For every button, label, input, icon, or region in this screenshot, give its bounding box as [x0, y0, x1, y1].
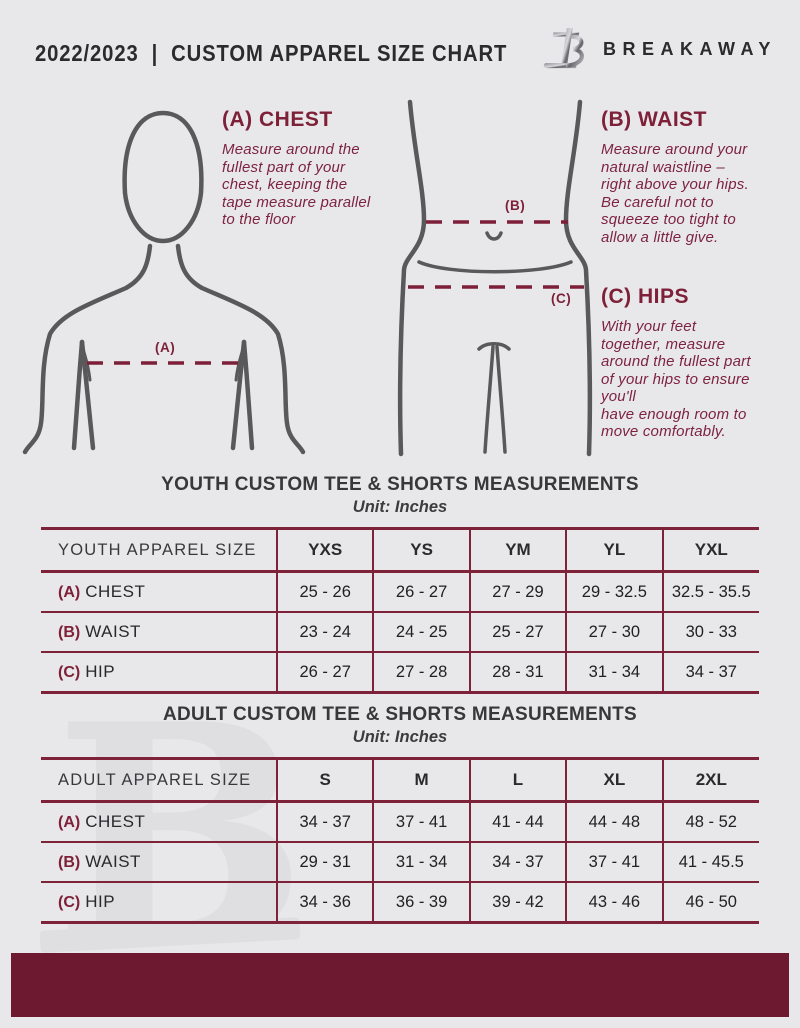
measurement-cell: 30 - 33: [661, 612, 759, 653]
youth-col-ym: YM: [468, 528, 567, 573]
youth-section-title: YOUTH CUSTOM TEE & SHORTS MEASUREMENTS: [161, 474, 639, 495]
chest-guide-heading: (A) CHEST: [222, 108, 333, 131]
row-label: (C) HIP: [41, 882, 277, 924]
waist-guide-heading: (B) WAIST: [601, 108, 707, 131]
adult-section-title: ADULT CUSTOM TEE & SHORTS MEASUREMENTS: [162, 704, 638, 725]
chest-marker-label: (A): [155, 340, 176, 355]
youth-col-yxs: YXS: [275, 528, 374, 573]
hips-guide-heading: (C) HIPS: [601, 285, 689, 308]
youth-col-yxl: YXL: [661, 528, 759, 573]
adult-col-2xl: 2XL: [661, 758, 759, 803]
measurement-cell: 28 - 31: [468, 652, 567, 694]
measurement-cell: 34 - 37: [661, 652, 759, 694]
measurement-cell: 23 - 24: [275, 612, 374, 653]
page-title: 2022/2023 | CUSTOM APPAREL SIZE CHART: [35, 40, 508, 66]
measurement-cell: 46 - 50: [661, 882, 759, 924]
table-row-adult-hip: (C) HIP 34 - 36 36 - 39 39 - 42 43 - 46 4…: [41, 882, 759, 924]
footer-bar: [11, 953, 789, 1017]
table-row-adult-chest: (A) CHEST 34 - 37 37 - 41 41 - 44 44 - 48…: [41, 801, 759, 843]
measurement-cell: 48 - 52: [661, 801, 759, 843]
row-name: CHEST: [85, 812, 146, 831]
measurement-cell: 27 - 29: [468, 571, 567, 613]
measurement-cell: 43 - 46: [565, 882, 663, 924]
measurement-cell: 41 - 45.5: [661, 842, 759, 883]
adult-size-label-header: ADULT APPAREL SIZE: [41, 758, 277, 803]
row-name: CHEST: [85, 582, 146, 601]
measurement-cell: 34 - 36: [275, 882, 374, 924]
adult-col-xl: XL: [565, 758, 663, 803]
waist-hips-figure-illustration: [397, 99, 593, 457]
table-row-youth-hip: (C) HIP 26 - 27 27 - 28 28 - 31 31 - 34 3…: [41, 652, 759, 694]
measurement-cell: 36 - 39: [372, 882, 470, 924]
row-key: (A): [58, 814, 81, 831]
table-row-youth-waist: (B) WAIST 23 - 24 24 - 25 25 - 27 27 - 30…: [41, 612, 759, 653]
adult-col-s: S: [275, 758, 374, 803]
measurement-cell: 31 - 34: [372, 842, 470, 883]
measurement-cell: 37 - 41: [372, 801, 470, 843]
adult-col-l: L: [468, 758, 567, 803]
brand-logo: BREAKAWAY: [541, 26, 777, 72]
row-label: (A) CHEST: [41, 801, 277, 843]
hips-marker-label: (C): [551, 291, 572, 306]
row-key: (B): [58, 854, 81, 871]
youth-col-ys: YS: [372, 528, 470, 573]
youth-size-label-header: YOUTH APPAREL SIZE: [41, 528, 277, 573]
row-label: (B) WAIST: [41, 842, 277, 883]
measurement-cell: 37 - 41: [565, 842, 663, 883]
youth-header-row: YOUTH APPAREL SIZE YXS YS YM YL YXL: [41, 528, 759, 573]
waist-marker-label: (B): [505, 198, 526, 213]
measurement-cell: 39 - 42: [468, 882, 567, 924]
youth-col-yl: YL: [565, 528, 663, 573]
row-key: (C): [58, 894, 81, 911]
row-label: (C) HIP: [41, 652, 277, 694]
row-key: (A): [58, 584, 81, 601]
measurement-cell: 31 - 34: [565, 652, 663, 694]
youth-unit-label: Unit: Inches: [352, 498, 448, 516]
measurement-cell: 29 - 32.5: [565, 571, 663, 613]
row-name: WAIST: [85, 852, 141, 871]
row-label: (B) WAIST: [41, 612, 277, 653]
measurement-cell: 24 - 25: [372, 612, 470, 653]
measurement-cell: 34 - 37: [468, 842, 567, 883]
measurement-cell: 26 - 27: [372, 571, 470, 613]
measurement-cell: 25 - 26: [275, 571, 374, 613]
adult-size-table: ADULT APPAREL SIZE S M L XL 2XL (A) CHEST…: [41, 757, 759, 924]
row-key: (B): [58, 624, 81, 641]
row-label: (A) CHEST: [41, 571, 277, 613]
row-key: (C): [58, 664, 81, 681]
adult-header-row: ADULT APPAREL SIZE S M L XL 2XL: [41, 758, 759, 803]
adult-unit-label: Unit: Inches: [352, 728, 448, 746]
row-name: HIP: [85, 892, 116, 911]
measurement-cell: 44 - 48: [565, 801, 663, 843]
measurement-cell: 27 - 28: [372, 652, 470, 694]
table-row-youth-chest: (A) CHEST 25 - 26 26 - 27 27 - 29 29 - 32…: [41, 571, 759, 613]
chest-figure-illustration: [22, 110, 306, 455]
measurement-cell: 27 - 30: [565, 612, 663, 653]
youth-size-table: YOUTH APPAREL SIZE YXS YS YM YL YXL (A) C…: [41, 527, 759, 694]
hips-guide-text: With your feet together, measure around …: [601, 318, 751, 440]
measurement-cell: 29 - 31: [275, 842, 374, 883]
brand-name: BREAKAWAY: [603, 38, 777, 59]
measurement-cell: 34 - 37: [275, 801, 374, 843]
adult-col-m: M: [372, 758, 470, 803]
measurement-cell: 32.5 - 35.5: [661, 571, 759, 613]
chest-guide-text: Measure around the fullest part of your …: [222, 141, 371, 228]
measurement-cell: 41 - 44: [468, 801, 567, 843]
measurement-cell: 26 - 27: [275, 652, 374, 694]
measurement-cell: 25 - 27: [468, 612, 567, 653]
row-name: HIP: [85, 662, 116, 681]
table-row-adult-waist: (B) WAIST 29 - 31 31 - 34 34 - 37 37 - 41…: [41, 842, 759, 883]
waist-guide-text: Measure around your natural waistline – …: [601, 141, 749, 246]
breakaway-b-monogram-icon: [543, 28, 584, 69]
row-name: WAIST: [85, 622, 141, 641]
